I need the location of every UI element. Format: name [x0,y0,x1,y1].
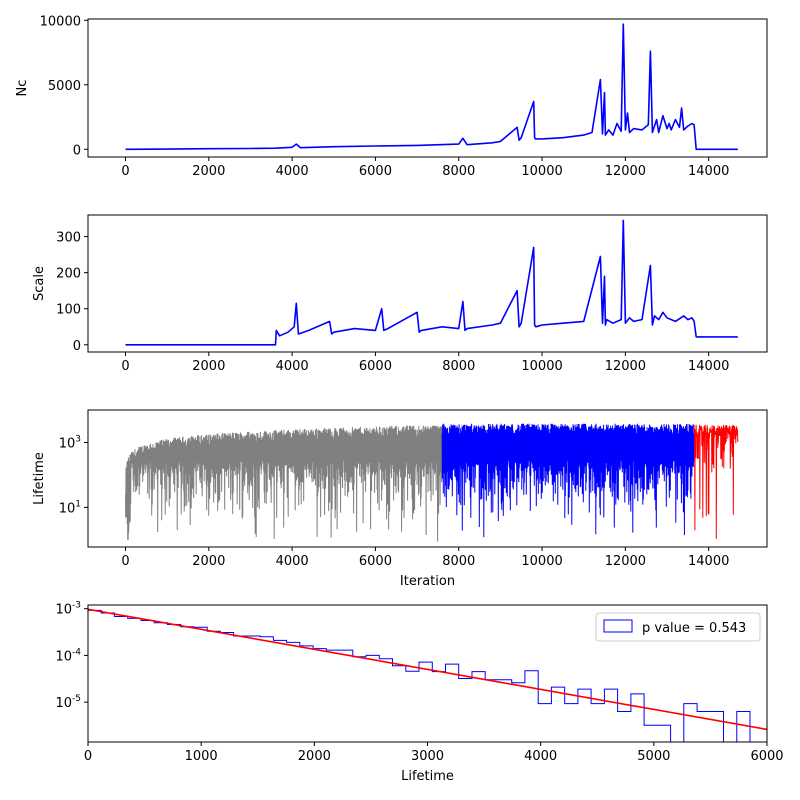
x-tick-label: 6000 [359,164,392,179]
x-ticks: 0 2000 4000 6000 8000 10000 12000 14000 [121,157,729,179]
x-tick-label: 6000 [359,359,392,374]
x-tick-label: 2000 [192,554,225,569]
trace-segment-3 [693,424,739,539]
panel-4: p value = 0.543 0 1000 2000 3000 4000 5000 6000… [55,601,783,784]
trace-segment-1 [125,425,443,542]
fit-line [88,608,767,731]
x-tick-label: 8000 [442,164,475,179]
y-tick-label: 100 [56,303,81,318]
y-ticks: 101 103 [59,434,88,516]
y-tick-label: 10-5 [55,694,81,711]
x-tick-label: 4000 [276,554,309,569]
x-ticks: 0 1000 2000 3000 4000 5000 6000 [84,742,784,764]
x-tick-label: 6000 [359,554,392,569]
panel-1: 0 2000 4000 6000 8000 10000 12000 14000 0 5000 100… [15,14,768,179]
x-tick-label: 2000 [298,749,331,764]
x-tick-label: 0 [121,359,129,374]
y-ticks: 0 100 200 300 [56,231,88,354]
y-tick-label: 0 [73,143,81,158]
x-tick-label: 8000 [442,554,475,569]
trace-segment-2 [441,423,695,538]
x-tick-label: 0 [84,749,92,764]
plot-area [125,23,738,151]
x-tick-label: 3000 [411,749,444,764]
plot-area [88,608,767,742]
legend-label: p value = 0.543 [642,621,746,636]
legend-box [595,612,761,642]
x-tick-label: 4000 [276,359,309,374]
series-line-1 [125,23,738,151]
x-axis-label: Lifetime [401,769,454,784]
plot-area [125,423,739,542]
legend: p value = 0.543 [595,612,761,642]
x-tick-label: 10000 [521,164,562,179]
panel-3: 0 2000 4000 6000 8000 10000 12000 14000 101 103 Li… [32,409,768,589]
x-tick-label: 10000 [521,359,562,374]
y-axis-label: Scale [32,266,47,301]
y-tick-label: 103 [59,434,81,451]
y-tick-label: 5000 [48,79,81,94]
y-axis-label: Lifetime [32,452,47,505]
x-tick-label: 5000 [637,749,670,764]
x-tick-label: 1000 [185,749,218,764]
axes-frame [87,409,768,548]
x-tick-label: 12000 [605,554,646,569]
x-tick-label: 14000 [688,164,729,179]
y-tick-label: 300 [56,231,81,246]
x-ticks: 0 2000 4000 6000 8000 10000 12000 14000 [121,547,729,569]
x-tick-label: 12000 [605,164,646,179]
x-tick-label: 14000 [688,554,729,569]
y-tick-label: 10-4 [55,647,81,664]
y-ticks: 0 5000 10000 [40,14,88,158]
x-tick-label: 12000 [605,359,646,374]
x-tick-label: 2000 [192,359,225,374]
y-tick-label: 0 [73,339,81,354]
x-ticks: 0 2000 4000 6000 8000 10000 12000 14000 [121,352,729,374]
x-axis-label: Iteration [400,574,455,589]
legend-swatch [603,619,633,633]
y-ticks: 10-5 10-4 10-3 [55,601,88,711]
axes-frame [87,214,768,353]
x-tick-label: 6000 [750,749,783,764]
x-tick-label: 10000 [521,554,562,569]
plot-area [125,219,738,346]
y-axis-label: Nc [15,80,30,97]
y-tick-label: 10000 [40,14,81,29]
series-line-1 [125,219,738,346]
x-tick-label: 4000 [276,164,309,179]
x-tick-label: 0 [121,554,129,569]
axes-frame [87,18,768,158]
x-tick-label: 4000 [524,749,557,764]
panel-2: 0 2000 4000 6000 8000 10000 12000 14000 0 100 200 3… [32,214,768,374]
y-tick-label: 101 [59,499,81,516]
x-tick-label: 0 [121,164,129,179]
x-tick-label: 2000 [192,164,225,179]
y-tick-label: 10-3 [55,601,81,618]
y-tick-label: 200 [56,267,81,282]
x-tick-label: 14000 [688,359,729,374]
x-tick-label: 8000 [442,359,475,374]
